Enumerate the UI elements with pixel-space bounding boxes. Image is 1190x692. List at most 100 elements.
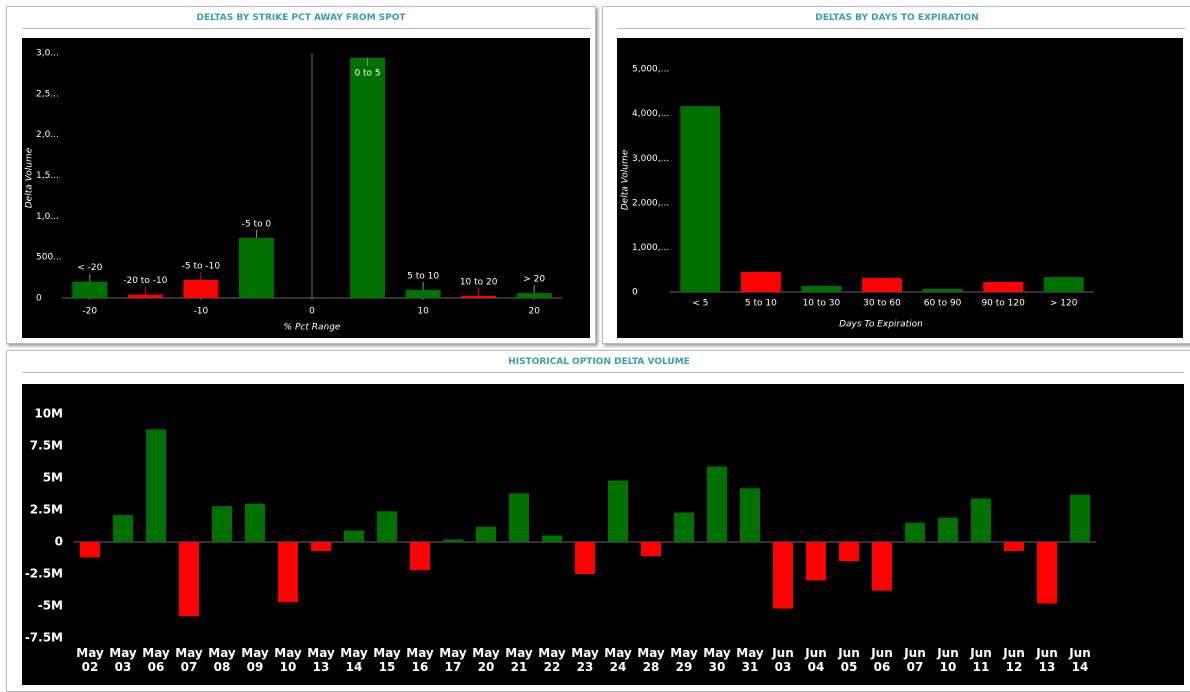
x-tick-label: May 20 <box>472 646 500 674</box>
x-axis-title: Days To Expiration <box>839 320 923 330</box>
bar <box>1070 494 1090 542</box>
x-tick-label: Jun 04 <box>805 646 827 674</box>
bar <box>542 535 562 542</box>
data-label: -5 to 0 <box>242 219 272 229</box>
y-tick-label: 10M <box>34 407 63 421</box>
x-tick-label: Jun 11 <box>970 646 992 674</box>
bar <box>773 542 793 609</box>
x-axis-title: % Pct Range <box>284 323 341 333</box>
x-tick-label: Jun 07 <box>904 646 926 674</box>
y-tick-label: 0 <box>632 288 638 298</box>
x-tick-label: 5 to 10 <box>745 299 777 309</box>
y-tick-label: 5,000,... <box>632 65 669 75</box>
rule <box>617 28 1185 29</box>
bar <box>113 515 133 542</box>
x-tick-label: May 21 <box>505 646 533 674</box>
x-tick-label: May 15 <box>373 646 401 674</box>
bar <box>608 480 628 542</box>
plot: -7.5M -5M -2.5M 0 2.5M 5M 7.5M 10M May 02 May 03… <box>22 384 1184 685</box>
bar <box>476 526 496 542</box>
x-tick-label: Jun 05 <box>838 646 860 674</box>
bar <box>983 281 1024 292</box>
panel: DELTAS BY STRIKE PCT AWAY FROM SPOT % Pc… <box>6 6 596 344</box>
x-tick-label: May 03 <box>109 646 137 674</box>
x-tick-label: 60 to 90 <box>924 299 962 309</box>
bar <box>938 517 958 542</box>
x-tick-label: May 30 <box>703 646 731 674</box>
x-tick-label: May 28 <box>637 646 665 674</box>
bar <box>872 542 892 591</box>
x-tick-label: May 07 <box>175 646 203 674</box>
bar <box>127 294 163 298</box>
bar <box>377 511 397 542</box>
bar <box>740 488 760 542</box>
x-tick-label: May 16 <box>406 646 434 674</box>
y-tick-label: 2,5... <box>36 89 59 99</box>
bar <box>707 466 727 542</box>
bar <box>146 429 166 542</box>
bar <box>839 542 859 562</box>
y-tick-label: 3,0... <box>36 49 59 59</box>
bar <box>680 106 721 292</box>
x-tick-label: May 24 <box>604 646 632 674</box>
x-tick-label: May 13 <box>307 646 335 674</box>
bar <box>575 542 595 574</box>
y-tick-label: 1,000,... <box>632 243 669 253</box>
bar <box>238 237 274 298</box>
chart: Days To Expiration Delta Volume 0 1,000,.… <box>621 65 1094 330</box>
bar <box>461 295 497 298</box>
y-tick-label: 0 <box>55 535 63 549</box>
x-tick-label: May 22 <box>538 646 566 674</box>
x-tick-label: -10 <box>194 307 209 317</box>
chart: -7.5M -5M -2.5M 0 2.5M 5M 7.5M 10M <box>25 407 1097 645</box>
bar <box>641 542 661 557</box>
bar <box>516 293 552 298</box>
chart-title: HISTORICAL OPTION DELTA VOLUME <box>508 357 690 367</box>
x-tick-label: 30 to 60 <box>863 299 901 309</box>
panel: HISTORICAL OPTION DELTA VOLUME -7.5M -5M -… <box>6 350 1190 692</box>
x-tick-label: 10 to 30 <box>803 299 841 309</box>
x-tick-label: May 10 <box>274 646 302 674</box>
bar <box>740 271 781 292</box>
bar <box>806 542 826 581</box>
x-tick-label: 20 <box>528 307 540 317</box>
x-tick-label: May 29 <box>670 646 698 674</box>
x-tick-label: 90 to 120 <box>981 299 1025 309</box>
plot: % Pct Range Delta Volume 0 500... 1,0... 1,… <box>22 38 590 338</box>
y-tick-label: -2.5M <box>25 567 63 581</box>
y-tick-label: 2.5M <box>30 503 63 517</box>
data-label: > 20 <box>523 275 545 285</box>
x-tick-label: -20 <box>82 307 97 317</box>
x-tick-label: May 06 <box>142 646 170 674</box>
y-tick-label: 1,5... <box>36 171 59 181</box>
bar <box>922 288 963 292</box>
panel: DELTAS BY DAYS TO EXPIRATION Days To Exp… <box>602 6 1190 344</box>
y-tick-label: 5M <box>43 471 63 485</box>
bar <box>1004 542 1024 551</box>
data-label: 5 to 10 <box>407 271 439 281</box>
bar <box>278 542 298 603</box>
x-tick-label: Jun 06 <box>871 646 893 674</box>
bar <box>862 277 902 292</box>
bar <box>443 539 463 542</box>
chart-title: DELTAS BY STRIKE PCT AWAY FROM SPOT <box>196 13 406 23</box>
y-tick-label: 7.5M <box>30 439 63 453</box>
bar <box>1043 277 1084 292</box>
data-label: -5 to -10 <box>182 262 221 272</box>
plot: Days To Expiration Delta Volume 0 1,000,.… <box>617 38 1183 338</box>
bar <box>1037 542 1057 604</box>
bar <box>410 542 430 571</box>
data-label: 10 to 20 <box>460 277 498 287</box>
x-tick-label: Jun 12 <box>1003 646 1025 674</box>
y-tick-label: 0 <box>36 294 42 304</box>
bar <box>72 281 108 298</box>
bar <box>80 542 100 558</box>
x-tick-label: May 14 <box>340 646 368 674</box>
x-tick-label: May 02 <box>76 646 104 674</box>
x-tick-label: Jun 13 <box>1036 646 1058 674</box>
rule <box>22 28 590 29</box>
bar <box>905 522 925 542</box>
x-tick-label: May 08 <box>208 646 236 674</box>
data-label: < -20 <box>77 263 102 273</box>
